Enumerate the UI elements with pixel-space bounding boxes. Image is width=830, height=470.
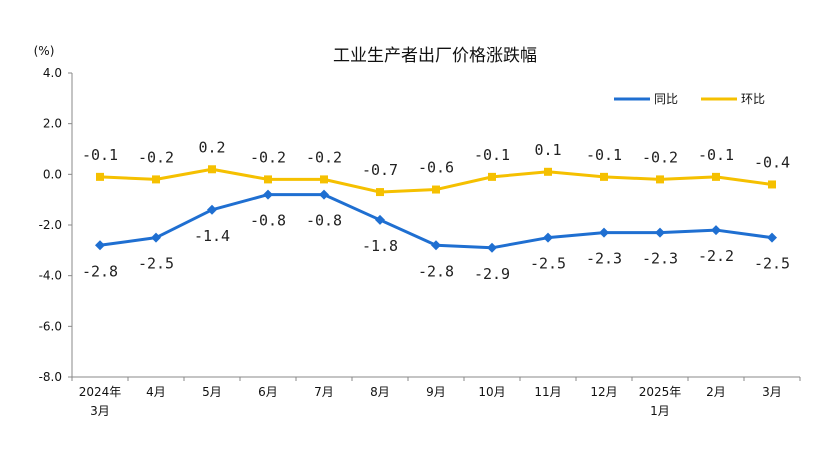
y-axis-unit: (%)	[34, 44, 55, 58]
data-point-yoy	[95, 240, 105, 251]
data-point-mom	[768, 180, 776, 189]
data-label-yoy: -2.5	[530, 255, 566, 273]
data-label-yoy: -2.9	[474, 265, 510, 283]
data-label-mom: -0.2	[250, 148, 286, 166]
data-point-yoy	[151, 232, 161, 243]
x-tick-label: 12月	[590, 385, 617, 399]
data-labels: -2.8 -2.5 -1.4 -0.8 -0.8 -1.8 -2.8 -2.9 -2.5 -2.3…	[82, 138, 790, 283]
data-point-yoy	[487, 242, 497, 253]
x-tick-label: 6月	[258, 385, 278, 399]
data-point-yoy	[599, 227, 609, 238]
data-point-yoy	[263, 189, 273, 200]
legend-label: 同比	[654, 92, 678, 106]
data-label-yoy: -1.4	[194, 227, 230, 245]
y-tick-label: -4.0	[39, 269, 62, 283]
data-label-yoy: -2.2	[698, 247, 734, 265]
x-tick-label: 2025年	[639, 385, 682, 399]
x-tick-label: 9月	[426, 385, 446, 399]
data-point-mom	[544, 167, 552, 176]
y-tick-label: -6.0	[39, 319, 62, 333]
legend-label: 环比	[741, 92, 765, 106]
data-point-yoy	[319, 189, 329, 200]
data-label-yoy: -2.8	[418, 262, 454, 280]
data-label-mom: -0.4	[754, 153, 790, 171]
data-point-mom	[432, 185, 440, 194]
data-point-mom	[656, 175, 664, 184]
data-label-mom: -0.2	[138, 148, 174, 166]
data-point-yoy	[655, 227, 665, 238]
data-point-yoy	[207, 204, 217, 215]
data-label-mom: 0.1	[534, 141, 561, 159]
y-tick-label: -8.0	[39, 370, 62, 384]
data-label-mom: -0.6	[418, 159, 454, 177]
data-point-mom	[96, 172, 104, 181]
axes: 4.0 2.0 0.0 -2.0 -4.0 -6.0 -8.0 2024年 3月 4月 5月 6月 7月…	[39, 66, 801, 418]
x-tick-label: 5月	[202, 385, 222, 399]
data-label-yoy: -2.5	[138, 255, 174, 273]
data-label-mom: -0.7	[362, 161, 398, 179]
x-tick-label: 11月	[534, 385, 561, 399]
data-label-mom: -0.1	[82, 146, 118, 164]
data-point-mom	[152, 175, 160, 184]
data-point-mom	[488, 172, 496, 181]
chart-title: 工业生产者出厂价格涨跌幅	[333, 46, 537, 66]
x-tick-label: 4月	[146, 385, 166, 399]
data-label-mom: -0.2	[642, 148, 678, 166]
data-point-mom	[600, 172, 608, 181]
data-point-yoy	[711, 225, 721, 236]
y-tick-label: 4.0	[43, 66, 62, 80]
data-label-yoy: -0.8	[250, 212, 286, 230]
x-tick-label: 2月	[706, 385, 726, 399]
data-point-yoy	[543, 232, 553, 243]
x-tick-label: 3月	[762, 385, 782, 399]
data-point-yoy	[767, 232, 777, 243]
data-point-mom	[208, 165, 216, 174]
legend: 同比 环比	[614, 92, 765, 106]
data-label-mom: -0.1	[474, 146, 510, 164]
data-point-mom	[264, 175, 272, 184]
data-point-yoy	[375, 214, 385, 225]
data-label-yoy: -2.3	[586, 250, 622, 268]
data-point-mom	[376, 188, 384, 197]
data-label-yoy: -2.8	[82, 262, 118, 280]
data-label-mom: 0.2	[198, 138, 225, 156]
data-point-mom	[320, 175, 328, 184]
data-label-yoy: -2.3	[642, 250, 678, 268]
data-label-yoy: -0.8	[306, 212, 342, 230]
x-tick-label: 8月	[370, 385, 390, 399]
x-tick-label: 3月	[90, 404, 110, 418]
x-tick-label: 7月	[314, 385, 334, 399]
y-tick-label: -2.0	[39, 218, 62, 232]
y-tick-label: 0.0	[43, 167, 62, 181]
data-point-yoy	[431, 240, 441, 251]
x-tick-label: 10月	[478, 385, 505, 399]
data-point-mom	[712, 172, 720, 181]
data-label-mom: -0.1	[698, 146, 734, 164]
data-label-mom: -0.1	[586, 146, 622, 164]
x-tick-label: 1月	[650, 404, 670, 418]
x-tick-label: 2024年	[79, 385, 122, 399]
data-label-mom: -0.2	[306, 148, 342, 166]
y-tick-label: 2.0	[43, 117, 62, 131]
data-label-yoy: -2.5	[754, 255, 790, 273]
data-label-yoy: -1.8	[362, 237, 398, 255]
series-group	[95, 165, 777, 253]
